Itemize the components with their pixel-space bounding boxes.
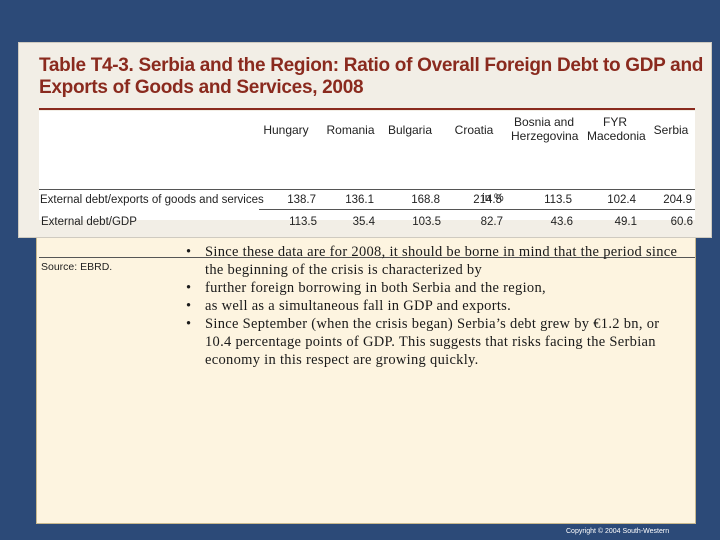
table-cell: 138.7 bbox=[287, 194, 316, 206]
bullet-item: • further foreign borrowing in both Serbi… bbox=[186, 279, 686, 297]
table-cell: 136.1 bbox=[345, 194, 374, 206]
table-cell: 102.4 bbox=[607, 194, 636, 206]
bullet-text: Since these data are for 2008, it should… bbox=[205, 244, 678, 278]
table-source: Source: EBRD. bbox=[41, 261, 113, 273]
table-cell: 113.5 bbox=[289, 216, 317, 228]
bullet-item: • Since September (when the crisis began)… bbox=[186, 315, 686, 369]
bullet-text: Since September (when the crisis began) … bbox=[205, 316, 660, 368]
table-row: External debt/exports of goods and servi… bbox=[38, 193, 694, 208]
bullet-marker: • bbox=[186, 280, 192, 296]
table-cell: 214.5 bbox=[473, 194, 502, 206]
table-cell: 168.8 bbox=[411, 194, 440, 206]
table-cell: 82.7 bbox=[480, 216, 503, 228]
table-figure: Table T4-3. Serbia and the Region: Ratio… bbox=[18, 42, 712, 273]
col-header-serbia: Serbia bbox=[653, 123, 689, 137]
row-label: External debt/exports of goods and servi… bbox=[40, 194, 264, 206]
header-rule bbox=[39, 189, 695, 190]
table-cell: 49.1 bbox=[614, 216, 637, 228]
col-header-romania: Romania bbox=[326, 123, 375, 137]
col-header-bosnia: Bosnia and Herzegovina bbox=[511, 115, 579, 143]
table-cell: 204.9 bbox=[663, 194, 692, 206]
col-header-hungary: Hungary bbox=[263, 123, 309, 137]
table-cell: 113.5 bbox=[544, 194, 572, 206]
row-label: External debt/GDP bbox=[41, 216, 137, 228]
table-cell: 43.6 bbox=[550, 216, 573, 228]
bullet-marker: • bbox=[186, 298, 192, 314]
header-divider bbox=[39, 108, 695, 110]
bullet-item: • Since these data are for 2008, it shoul… bbox=[186, 243, 686, 279]
col-header-croatia: Croatia bbox=[454, 123, 494, 137]
unit-rule bbox=[259, 209, 695, 210]
col-header-bulgaria: Bulgaria bbox=[387, 123, 433, 137]
bullet-text: further foreign borrowing in both Serbia… bbox=[205, 280, 546, 296]
table-cell: 103.5 bbox=[412, 216, 441, 228]
source-rule bbox=[39, 257, 695, 258]
copyright-footer: Copyright © 2004 South-Western bbox=[566, 528, 670, 535]
unit-label: in % bbox=[482, 192, 504, 204]
table-title: Table T4-3. Serbia and the Region: Ratio… bbox=[39, 55, 704, 98]
data-table: Hungary Romania Bulgaria Croatia Bosnia … bbox=[39, 111, 695, 228]
bullet-text: as well as a simultaneous fall in GDP an… bbox=[205, 298, 512, 314]
col-header-macedonia: FYR Macedonia bbox=[587, 115, 646, 143]
bullet-marker: • bbox=[186, 244, 192, 260]
bullet-list: • Since these data are for 2008, it shoul… bbox=[186, 243, 686, 369]
table-cell: 60.6 bbox=[670, 216, 693, 228]
table-cell: 35.4 bbox=[352, 216, 375, 228]
bullet-item: • as well as a simultaneous fall in GDP a… bbox=[186, 297, 686, 315]
table-row: External debt/GDP 113.5 35.4 103.5 82.7 … bbox=[39, 215, 695, 230]
bullet-marker: • bbox=[186, 316, 192, 332]
